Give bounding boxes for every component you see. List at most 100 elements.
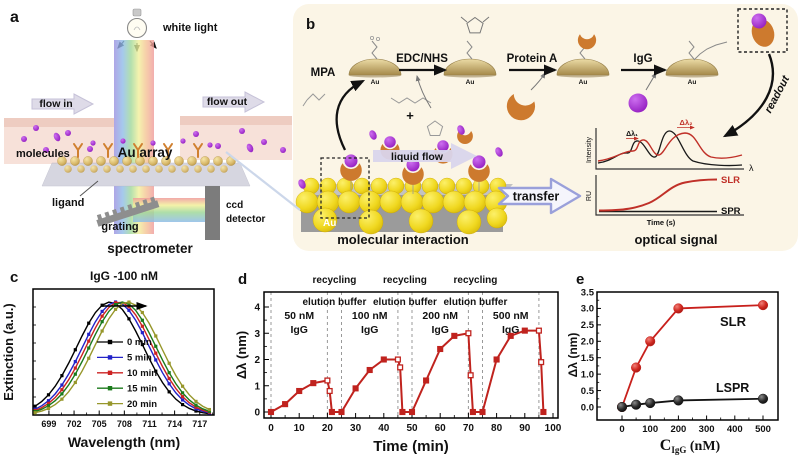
- d-data-marker: [397, 364, 404, 371]
- edc-molecule-icon: [390, 97, 432, 104]
- e-ylabel: Δλ (nm): [568, 333, 580, 378]
- svg-text:1: 1: [254, 381, 260, 392]
- e-y-axis-ticks: 0.0 0.5 1.0 1.5 2.0 2.5 3.0 3.5: [581, 287, 601, 413]
- panel-c-letter: c: [10, 269, 18, 286]
- e-series-label-SLR: SLR: [720, 314, 747, 329]
- svg-text:3.0: 3.0: [581, 304, 594, 315]
- d-concentration-label: 50 nM: [284, 310, 314, 322]
- nhs-molecule-icon: [426, 120, 444, 136]
- functionalization-scheme: Au Au Au Au: [302, 16, 728, 136]
- free-molecule-teardrop: [457, 125, 465, 135]
- d-data-marker: [324, 377, 331, 384]
- svg-text:714: 714: [167, 419, 182, 429]
- svg-text:0.0: 0.0: [581, 402, 594, 413]
- au-hemisphere-label: Au: [371, 79, 380, 86]
- transfer-arrow: [497, 177, 582, 215]
- molecule-dot: [193, 131, 199, 137]
- liquid-flow-arrow: [373, 143, 477, 169]
- molecular-interaction-caption: molecular interaction: [337, 232, 469, 247]
- svg-text:70: 70: [463, 423, 475, 434]
- slr-label: SLR: [721, 175, 740, 186]
- svg-text:3.5: 3.5: [581, 287, 595, 298]
- sensorgram-plot-axes: [595, 175, 744, 216]
- bound-protein-a-icon: [577, 34, 597, 50]
- d-concentration-label: 100 nM: [352, 310, 388, 322]
- svg-text:90: 90: [519, 423, 531, 434]
- svg-text:699: 699: [41, 419, 56, 429]
- svg-text:300: 300: [699, 424, 715, 435]
- molecule-dot: [21, 136, 27, 142]
- svg-text:200: 200: [670, 424, 686, 435]
- flow-in-label: flow in: [39, 98, 72, 110]
- c-y-axis-ticks: [33, 306, 36, 398]
- igg-icon: [628, 93, 648, 113]
- svg-text:1.5: 1.5: [581, 353, 595, 364]
- svg-text:100: 100: [545, 423, 562, 434]
- protein-a-icon: [506, 93, 536, 121]
- flow-out-label: flow out: [207, 96, 248, 108]
- optical-signal-caption: optical signal: [634, 232, 717, 247]
- panel-c-spectra-chart: c IgG -100 nM Extinction (a.u.) Waveleng…: [1, 269, 215, 450]
- c-title: IgG -100 nM: [90, 269, 158, 283]
- svg-text:0: 0: [254, 408, 260, 419]
- d-data-marker: [479, 408, 486, 416]
- d-data-marker: [408, 408, 416, 416]
- au-hemisphere-label: Au: [466, 79, 475, 86]
- bound-igg-sphere: [751, 13, 767, 29]
- c-ylabel: Extinction (a.u.): [1, 303, 16, 401]
- readout-dashed-box: [737, 8, 788, 53]
- d-data-marker: [282, 401, 289, 408]
- time-s-axis-label: Time (s): [647, 218, 676, 227]
- svg-text:10: 10: [294, 423, 306, 434]
- d-concentration-label: IgG: [361, 324, 379, 336]
- d-elution-buffer-label: elution buffer: [303, 297, 367, 308]
- d-ylabel: Δλ (nm): [236, 331, 249, 379]
- c-legend-label: 10 min: [127, 368, 157, 379]
- d-data-marker: [296, 387, 303, 395]
- d-elution-buffer-label: elution buffer: [373, 297, 437, 308]
- e-data-marker: [631, 362, 642, 373]
- e-data-marker: [645, 336, 656, 347]
- panel-d-letter: d: [238, 271, 247, 288]
- e-data-marker: [645, 398, 656, 409]
- slr-sensorgram-curve: [598, 178, 718, 212]
- readout-arrow: [722, 53, 774, 138]
- svg-text:708: 708: [117, 419, 132, 429]
- panel-e-letter: e: [576, 271, 584, 288]
- ru-axis-label: RU: [586, 191, 593, 201]
- svg-text:50: 50: [406, 423, 418, 434]
- c-legend-label: 15 min: [127, 383, 157, 394]
- d-recycling-label: recycling: [383, 275, 427, 286]
- d-data-marker: [338, 408, 345, 416]
- d-data-marker: [493, 356, 500, 363]
- e-xlabel-sub: IgG: [671, 445, 686, 455]
- c-legend-label: 0 min: [127, 337, 152, 348]
- protein-a-label: Protein A: [507, 53, 558, 65]
- e-plot-frame: [596, 291, 779, 421]
- svg-text:0: 0: [619, 424, 624, 435]
- e-x-axis-ticks: 0 100 200 300 400 500: [619, 415, 771, 435]
- ccd-detector-icon: [205, 186, 220, 240]
- svg-text:4: 4: [254, 303, 260, 314]
- panel-a-letter: a: [10, 9, 19, 26]
- d-concentration-label: IgG: [290, 324, 308, 336]
- e-data-marker: [616, 401, 628, 413]
- plus-sign: +: [406, 108, 414, 123]
- c-legend-label: 20 min: [127, 399, 157, 410]
- panel-d-kinetics-chart: d Δλ (nm) Time (min) 0 10 20 30 40 50 60 70 80 90…: [236, 271, 562, 455]
- d-elution-buffer-label: elution buffer: [444, 297, 508, 308]
- d-plot-frame: [263, 291, 559, 419]
- svg-text:500: 500: [755, 424, 771, 435]
- e-series-label-LSPR: LSPR: [716, 381, 749, 395]
- svg-text:717: 717: [192, 419, 207, 429]
- d-data-marker: [469, 408, 476, 416]
- au-film-label: Au: [323, 218, 336, 229]
- svg-text:0: 0: [268, 423, 274, 434]
- mpa-label: MPA: [311, 67, 336, 79]
- edc-nhs-label: EDC/NHS: [396, 53, 448, 65]
- d-data-marker: [521, 327, 528, 334]
- panel-b-letter: b: [306, 16, 315, 33]
- thiol-linker-icon: [466, 40, 473, 60]
- liquid-flow-label: liquid flow: [391, 151, 444, 163]
